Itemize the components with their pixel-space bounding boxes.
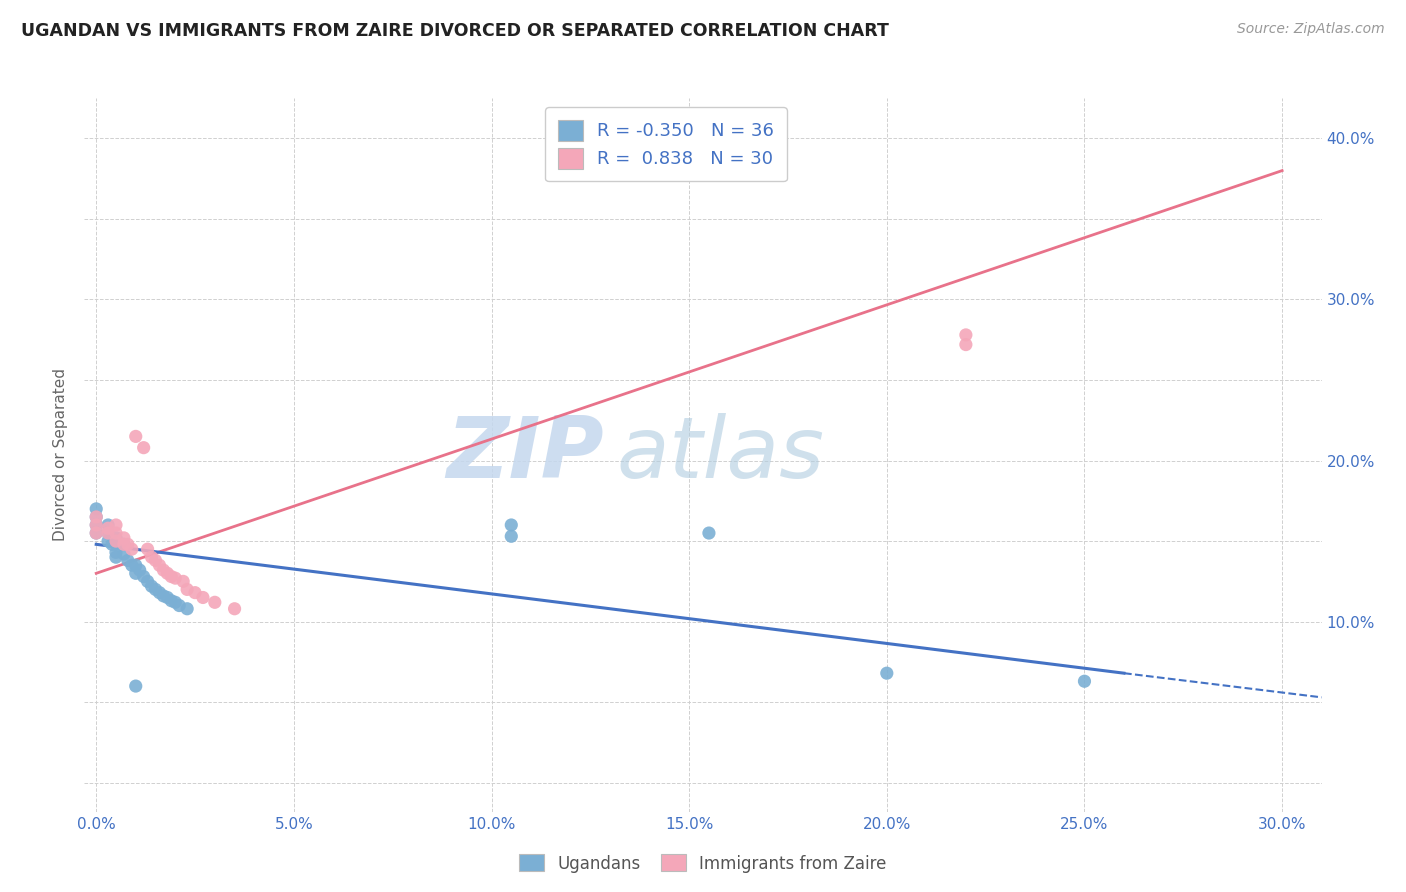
Point bbox=[204, 595, 226, 609]
Point bbox=[84, 518, 107, 533]
Point bbox=[84, 518, 107, 533]
Text: UGANDAN VS IMMIGRANTS FROM ZAIRE DIVORCED OR SEPARATED CORRELATION CHART: UGANDAN VS IMMIGRANTS FROM ZAIRE DIVORCE… bbox=[21, 22, 889, 40]
Point bbox=[172, 574, 194, 589]
Point bbox=[160, 569, 183, 583]
Point bbox=[128, 563, 150, 577]
Point bbox=[167, 599, 190, 613]
Point bbox=[156, 566, 179, 581]
Point bbox=[97, 521, 120, 535]
Y-axis label: Divorced or Separated: Divorced or Separated bbox=[53, 368, 69, 541]
Point bbox=[148, 558, 170, 573]
Point bbox=[104, 526, 127, 541]
Point bbox=[184, 585, 207, 599]
Point bbox=[104, 545, 127, 559]
Point bbox=[955, 327, 977, 342]
Point bbox=[176, 582, 198, 597]
Point bbox=[160, 593, 183, 607]
Point bbox=[117, 537, 139, 551]
Point bbox=[117, 553, 139, 567]
Point bbox=[697, 526, 720, 541]
Point bbox=[136, 542, 159, 557]
Point bbox=[97, 534, 120, 549]
Point bbox=[141, 550, 163, 565]
Point bbox=[224, 601, 246, 615]
Point bbox=[97, 526, 120, 541]
Legend: Ugandans, Immigrants from Zaire: Ugandans, Immigrants from Zaire bbox=[513, 847, 893, 880]
Point bbox=[104, 534, 127, 549]
Point bbox=[156, 591, 179, 605]
Point bbox=[104, 537, 127, 551]
Text: Source: ZipAtlas.com: Source: ZipAtlas.com bbox=[1237, 22, 1385, 37]
Point bbox=[84, 501, 107, 516]
Point bbox=[125, 679, 148, 693]
Text: ZIP: ZIP bbox=[446, 413, 605, 497]
Point bbox=[165, 571, 187, 585]
Point bbox=[136, 574, 159, 589]
Point bbox=[501, 518, 523, 533]
Point bbox=[141, 579, 163, 593]
Point bbox=[101, 537, 124, 551]
Point bbox=[97, 518, 120, 533]
Point bbox=[112, 531, 135, 545]
Text: atlas: atlas bbox=[616, 413, 824, 497]
Point bbox=[112, 537, 135, 551]
Point bbox=[1073, 674, 1095, 689]
Point bbox=[125, 429, 148, 443]
Point bbox=[84, 526, 107, 541]
Point bbox=[132, 569, 155, 583]
Point bbox=[121, 542, 143, 557]
Point bbox=[165, 595, 187, 609]
Point bbox=[955, 337, 977, 351]
Legend: R = -0.350   N = 36, R =  0.838   N = 30: R = -0.350 N = 36, R = 0.838 N = 30 bbox=[546, 107, 787, 181]
Point bbox=[112, 537, 135, 551]
Point bbox=[97, 526, 120, 541]
Point bbox=[104, 518, 127, 533]
Point bbox=[104, 531, 127, 545]
Point bbox=[121, 558, 143, 573]
Point bbox=[84, 526, 107, 541]
Point bbox=[104, 550, 127, 565]
Point bbox=[112, 547, 135, 561]
Point bbox=[84, 510, 107, 524]
Point bbox=[176, 601, 198, 615]
Point bbox=[132, 441, 155, 455]
Point bbox=[125, 558, 148, 573]
Point bbox=[125, 566, 148, 581]
Point bbox=[148, 585, 170, 599]
Point bbox=[152, 589, 174, 603]
Point bbox=[876, 666, 898, 681]
Point bbox=[145, 553, 167, 567]
Point bbox=[501, 529, 523, 543]
Point bbox=[191, 591, 214, 605]
Point bbox=[152, 563, 174, 577]
Point bbox=[145, 582, 167, 597]
Point bbox=[84, 510, 107, 524]
